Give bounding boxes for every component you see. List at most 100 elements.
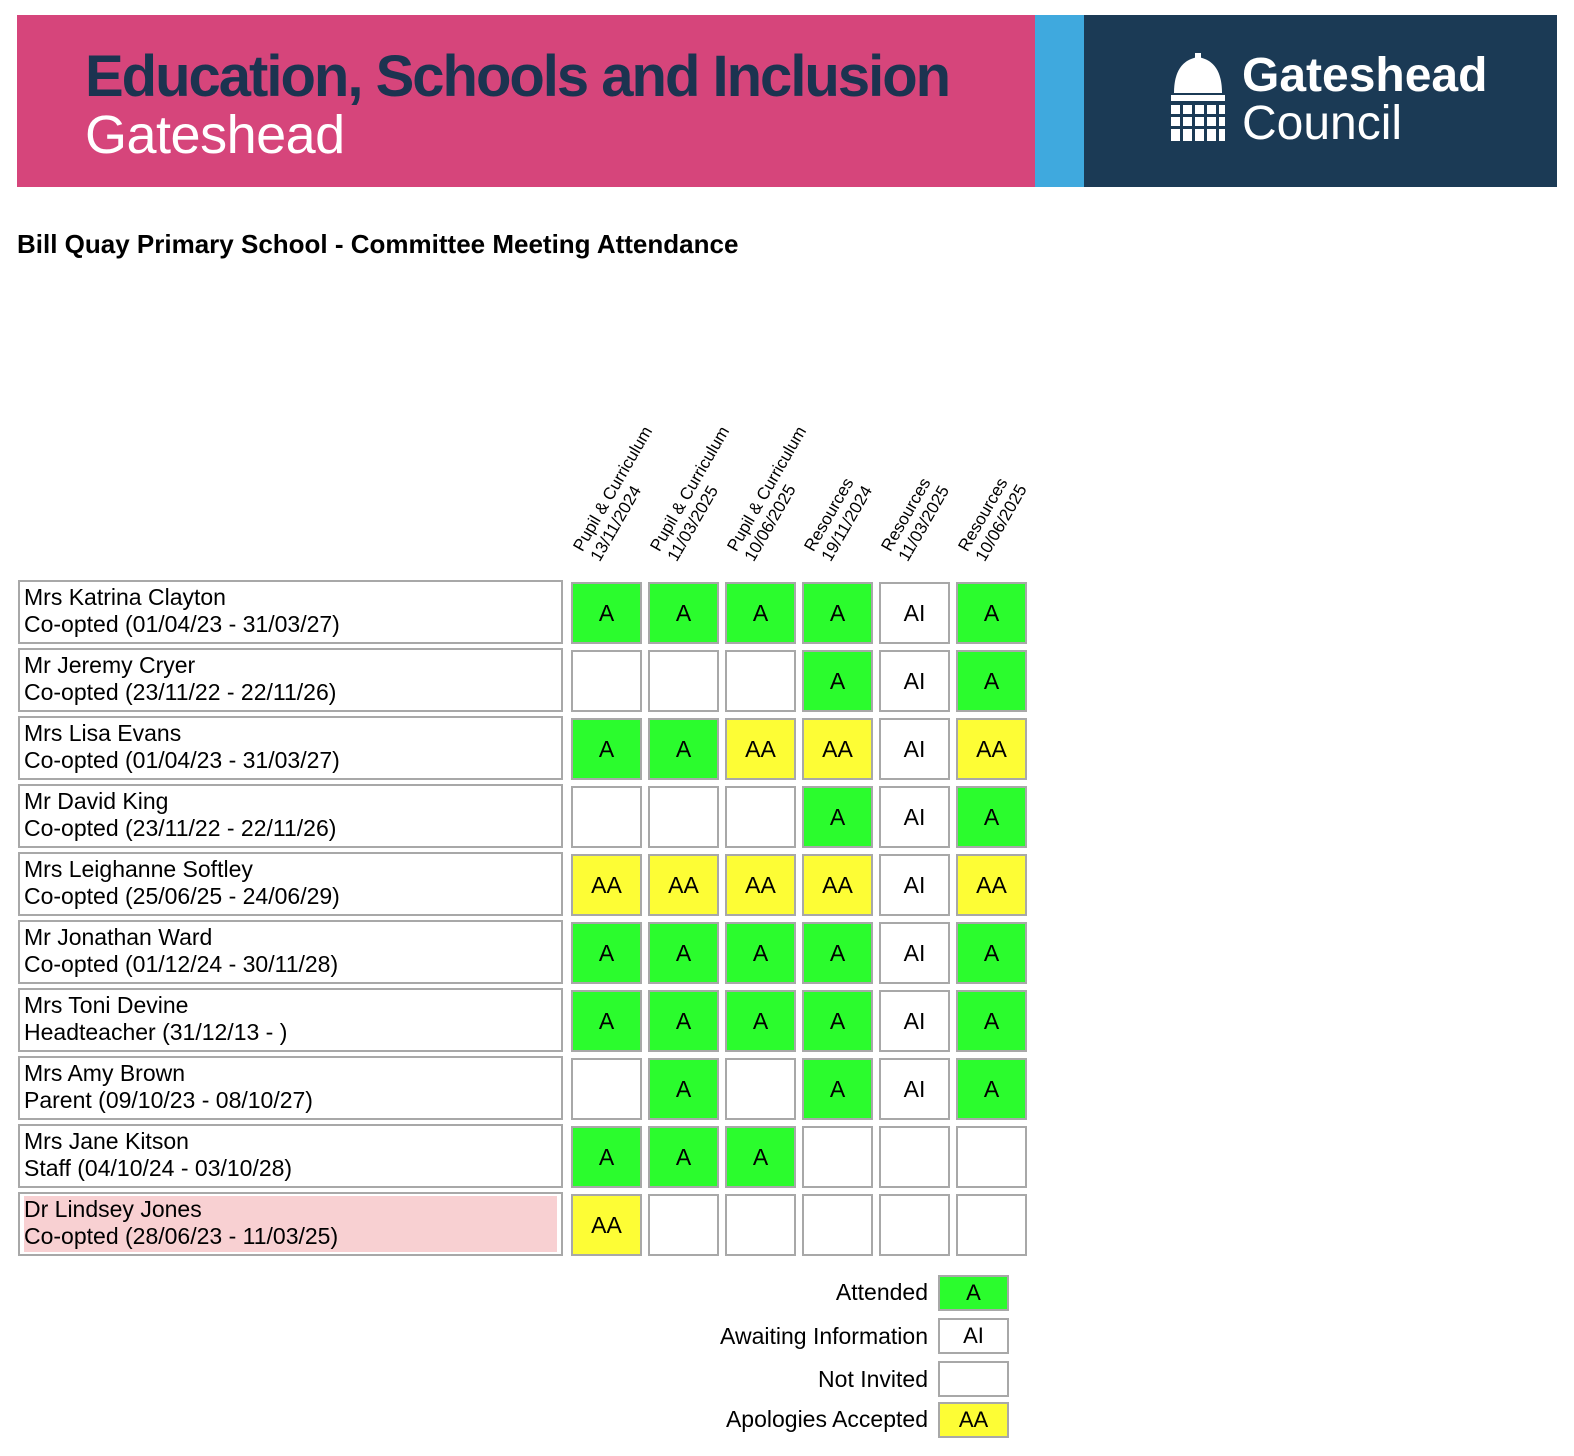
attendance-cell: AI [879,650,950,712]
member-name-inner: Mrs Lisa Evans Co-opted (01/04/23 - 31/03… [24,720,557,776]
attendance-cell: AA [725,718,796,780]
member-name: Mrs Amy Brown [24,1060,186,1086]
member-name-inner: Dr Lindsey Jones Co-opted (28/06/23 - 11/… [24,1196,557,1252]
attendance-cell [648,786,719,848]
attendance-cell: A [571,922,642,984]
attendance-cell: A [648,922,719,984]
attendance-cell: A [648,990,719,1052]
member-name-cell-former: Dr Lindsey Jones Co-opted (28/06/23 - 11/… [18,1192,563,1256]
attendance-cell: AA [802,854,873,916]
attendance-cell: A [802,922,873,984]
attendance-cell [725,786,796,848]
banner-blue-stripe [1035,15,1084,187]
attendance-cell: AA [725,854,796,916]
member-name-inner: Mr David King Co-opted (23/11/22 - 22/11/… [24,788,557,844]
attendance-cell: A [725,1126,796,1188]
legend-swatch-awaiting-information: AI [938,1318,1009,1354]
banner-navy-panel [1084,15,1557,187]
council-building-icon [1171,53,1225,141]
attendance-cell: A [648,718,719,780]
attendance-cell: A [956,922,1027,984]
attendance-cell [571,1058,642,1120]
member-name-cell: Mr Jeremy Cryer Co-opted (23/11/22 - 22/1… [18,648,563,712]
member-role: Parent (09/10/23 - 08/10/27) [24,1087,313,1113]
member-role: Co-opted (28/06/23 - 11/03/25) [24,1223,339,1249]
member-name: Mr Jeremy Cryer [24,652,196,678]
member-name: Dr Lindsey Jones [24,1196,202,1222]
member-role: Staff (04/10/24 - 03/10/28) [24,1155,293,1181]
member-name: Mrs Leighanne Softley [24,856,253,882]
member-role: Co-opted (25/06/25 - 24/06/29) [24,883,340,909]
attendance-cell: A [571,990,642,1052]
attendance-cell: A [802,582,873,644]
member-role: Co-opted (01/12/24 - 30/11/28) [24,951,339,977]
banner-subtitle: Gateshead [85,105,345,165]
attendance-cell: A [571,718,642,780]
council-name-line1: Gateshead [1242,49,1488,102]
attendance-cell: A [956,1058,1027,1120]
legend-label: Awaiting Information [720,1323,928,1349]
member-name: Mrs Toni Devine [24,992,189,1018]
legend-label: Attended [835,1279,928,1305]
attendance-cell: AA [956,854,1027,916]
member-name-cell: Mrs Katrina Clayton Co-opted (01/04/23 - … [18,580,563,644]
member-name-cell: Mrs Lisa Evans Co-opted (01/04/23 - 31/03… [18,716,563,780]
attendance-cell [725,1058,796,1120]
attendance-cell: A [648,582,719,644]
attendance-cell: A [802,650,873,712]
member-name-inner: Mrs Jane Kitson Staff (04/10/24 - 03/10/2… [24,1128,557,1184]
header-banner: Education, Schools and Inclusion Gateshe… [17,15,1557,187]
member-name-cell: Mr David King Co-opted (23/11/22 - 22/11/… [18,784,563,848]
attendance-cell [725,1194,796,1256]
attendance-cell: A [802,1058,873,1120]
legend-swatch-apologies-accepted: AA [938,1402,1009,1438]
member-name-inner: Mrs Amy Brown Parent (09/10/23 - 08/10/27… [24,1060,557,1116]
member-name: Mrs Lisa Evans [24,720,182,746]
attendance-cell: AI [879,922,950,984]
member-name-inner: Mr Jonathan Ward Co-opted (01/12/24 - 30/… [24,924,557,980]
attendance-cell: AI [879,990,950,1052]
attendance-cell [802,1126,873,1188]
attendance-cell: AI [879,718,950,780]
member-role: Co-opted (23/11/22 - 22/11/26) [24,815,337,841]
attendance-cell: AA [571,854,642,916]
attendance-cell: A [956,990,1027,1052]
attendance-cell: A [802,990,873,1052]
member-name: Mr David King [24,788,169,814]
member-name-cell: Mrs Amy Brown Parent (09/10/23 - 08/10/27… [18,1056,563,1120]
attendance-cell: A [956,582,1027,644]
attendance-cell [879,1126,950,1188]
attendance-cell [879,1194,950,1256]
page-title: Bill Quay Primary School - Committee Mee… [17,229,739,259]
attendance-cell: AA [571,1194,642,1256]
attendance-cell [571,786,642,848]
attendance-cell [648,1194,719,1256]
member-name: Mr Jonathan Ward [24,924,213,950]
member-name-inner: Mrs Katrina Clayton Co-opted (01/04/23 - … [24,584,557,640]
legend-swatch-not-invited [938,1361,1009,1397]
member-name: Mrs Jane Kitson [24,1128,189,1154]
attendance-cell: A [725,922,796,984]
banner-pink-panel [17,15,1035,187]
attendance-cell: A [571,1126,642,1188]
member-name-cell: Mrs Jane Kitson Staff (04/10/24 - 03/10/2… [18,1124,563,1188]
attendance-cell [956,1126,1027,1188]
attendance-cell: AI [879,1058,950,1120]
member-name-inner: Mrs Toni Devine Headteacher (31/12/13 - ) [24,992,557,1048]
attendance-cell [725,650,796,712]
attendance-cell: A [956,650,1027,712]
attendance-cell [956,1194,1027,1256]
member-name: Mrs Katrina Clayton [24,584,226,610]
attendance-cell: AI [879,854,950,916]
attendance-cell [802,1194,873,1256]
attendance-cell: A [956,786,1027,848]
member-name-cell: Mr Jonathan Ward Co-opted (01/12/24 - 30/… [18,920,563,984]
attendance-cell: A [802,786,873,848]
member-name-inner: Mrs Leighanne Softley Co-opted (25/06/25 … [24,856,557,912]
attendance-cell: AI [879,582,950,644]
attendance-cell [571,650,642,712]
attendance-cell: AA [802,718,873,780]
attendance-cell: A [648,1126,719,1188]
attendance-cell: AI [879,786,950,848]
banner-title: Education, Schools and Inclusion [85,44,951,109]
